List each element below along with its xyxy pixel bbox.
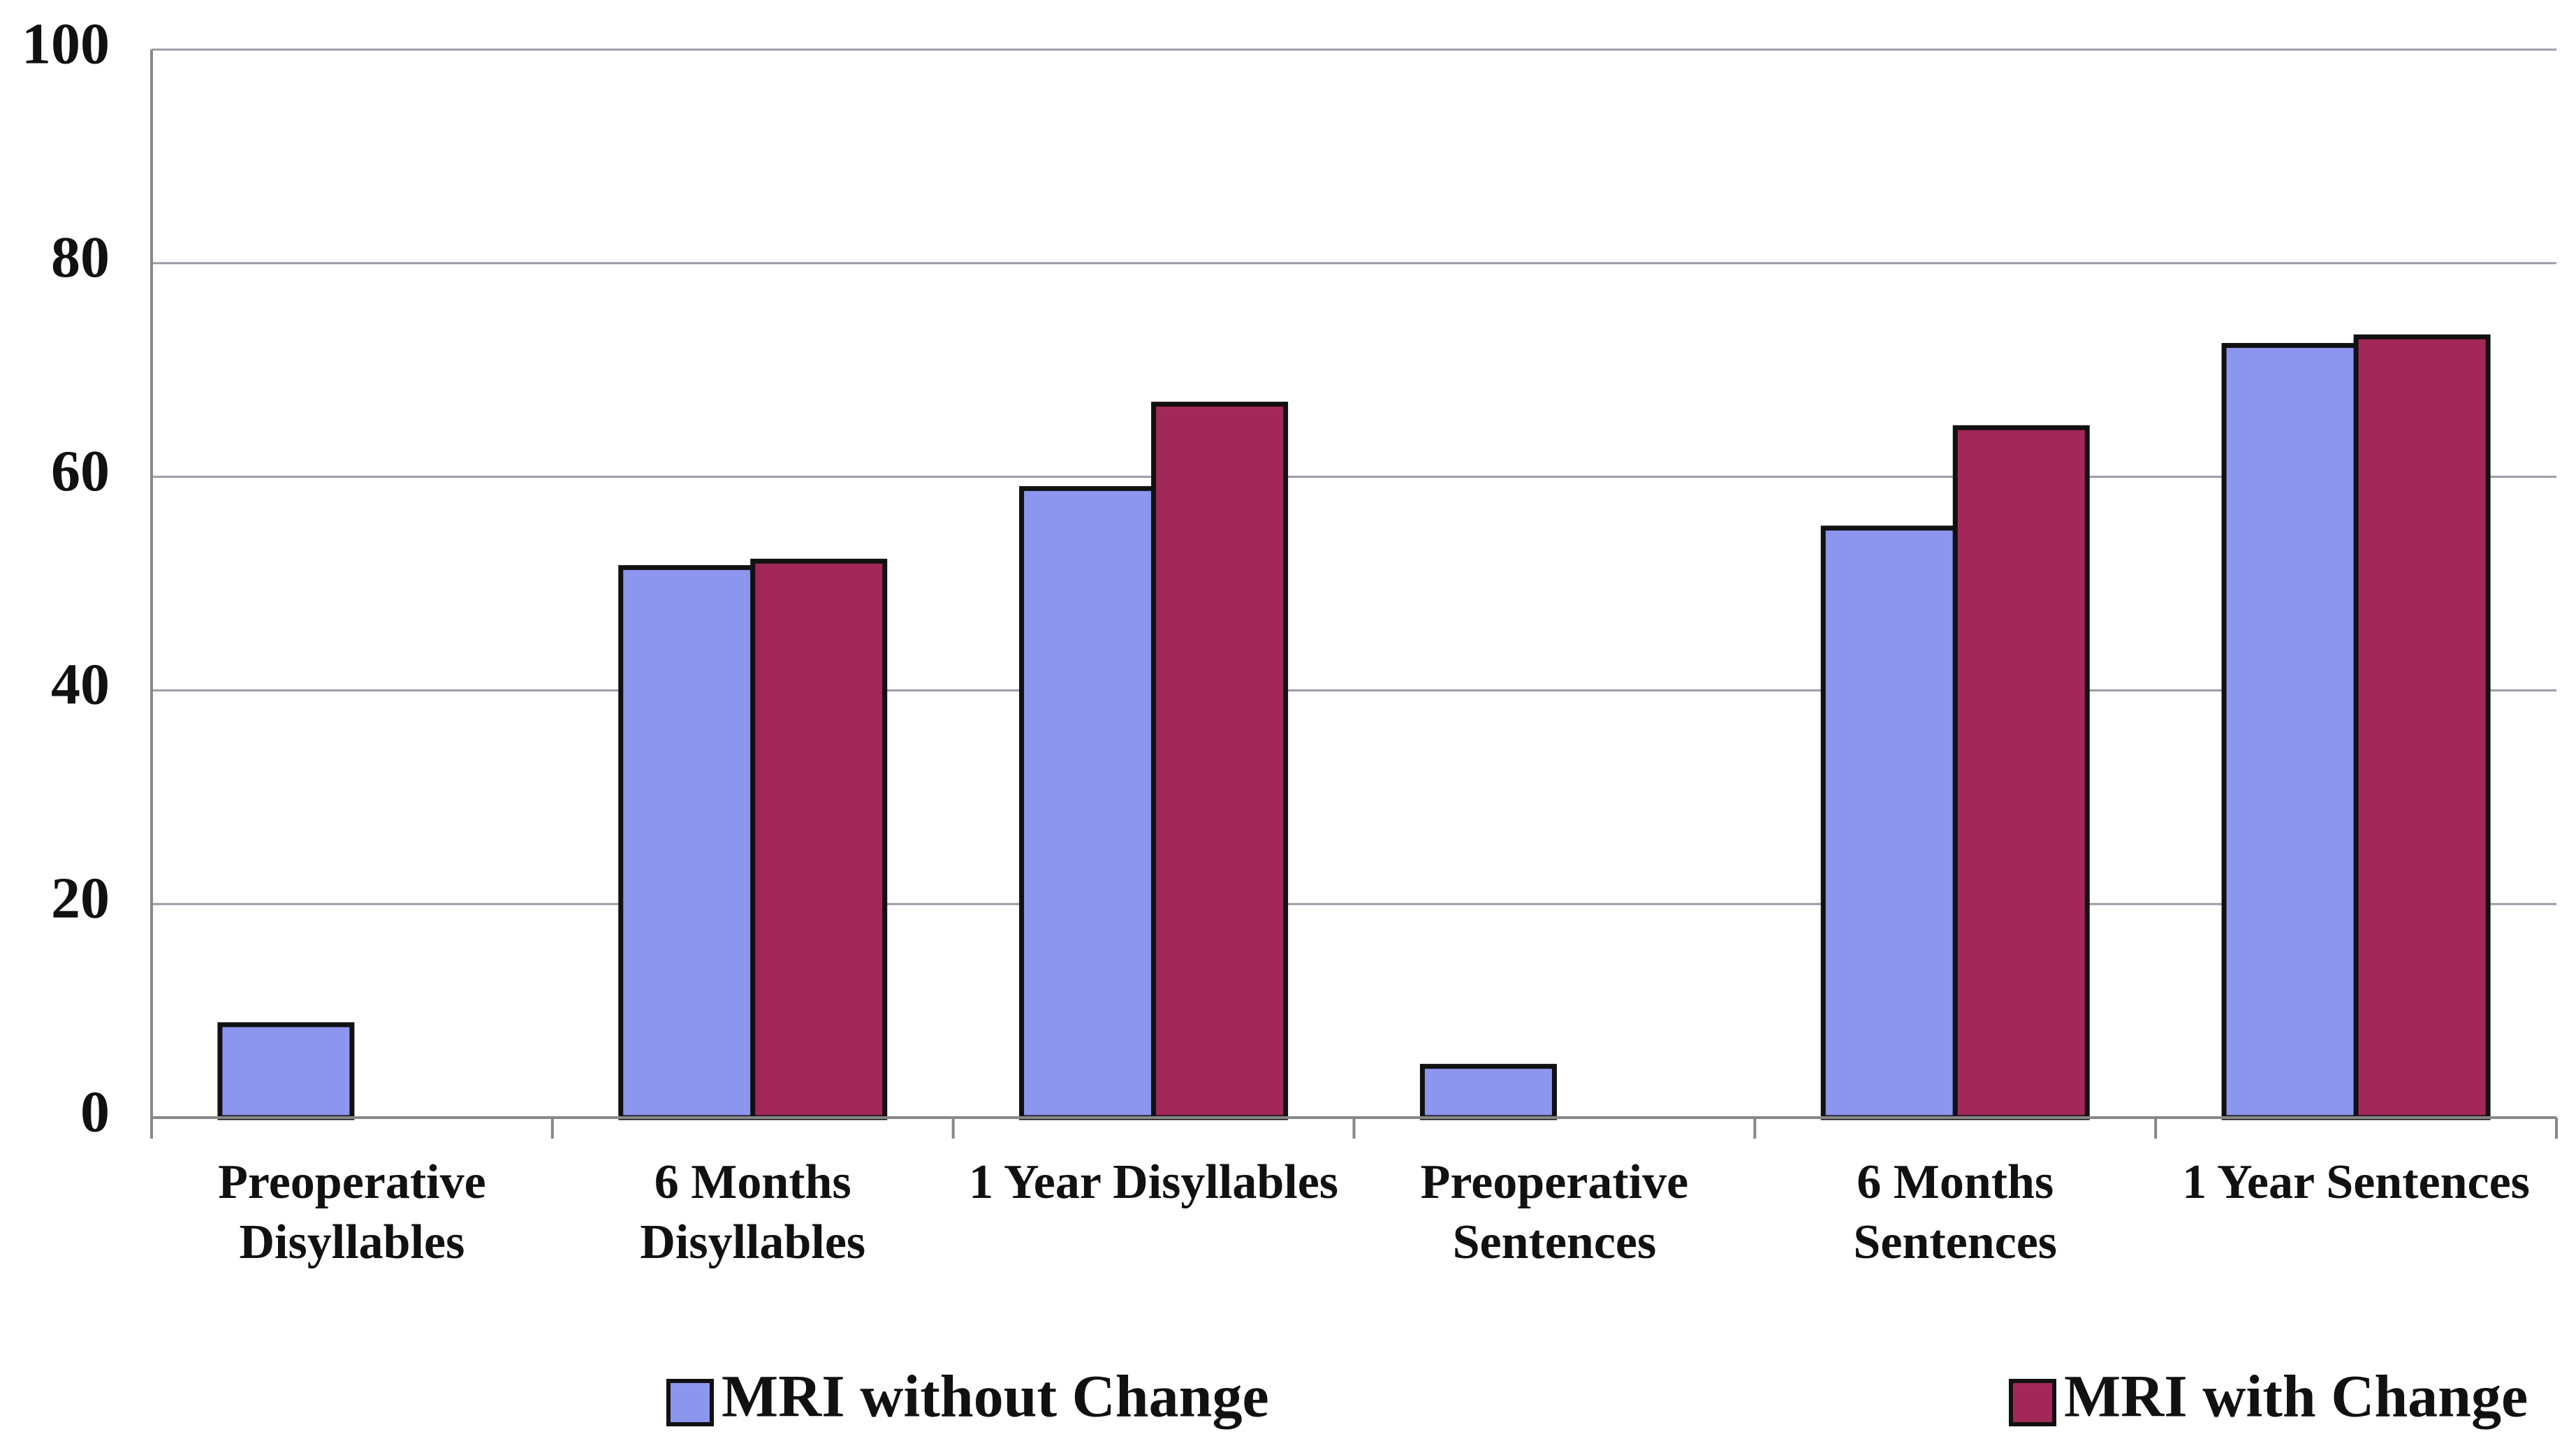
y-tick-label: 80 <box>51 225 110 290</box>
bar <box>1019 485 1157 1120</box>
y-tick-label: 40 <box>51 652 110 717</box>
x-tick-label: 1 Year Disyllables <box>969 1155 1339 1209</box>
bar <box>750 558 888 1120</box>
legend-swatch <box>666 1379 714 1426</box>
bar <box>2221 343 2359 1120</box>
x-tick-label: Preoperative Sentences <box>1420 1155 1689 1269</box>
bar <box>2353 334 2491 1120</box>
x-tick-label: 1 Year Sentences <box>2182 1155 2530 1209</box>
x-tick-label: Preoperative Disyllables <box>218 1155 486 1269</box>
x-tick-label: 6 Months Disyllables <box>640 1155 866 1269</box>
bar <box>618 565 756 1120</box>
y-tick-label: 20 <box>51 865 110 930</box>
y-tick-label: 60 <box>51 439 110 504</box>
legend-label: MRI without Change <box>722 1363 1269 1430</box>
bar <box>1952 425 2090 1120</box>
y-tick-label: 100 <box>22 11 110 76</box>
bar <box>1419 1064 1557 1120</box>
x-tick-label: 6 Months Sentences <box>1853 1155 2058 1269</box>
bar <box>217 1022 355 1120</box>
legend-swatch <box>2009 1379 2056 1426</box>
bar <box>1820 525 1958 1120</box>
legend-label: MRI with Change <box>2064 1363 2528 1430</box>
bar <box>1151 402 1289 1120</box>
y-tick-label: 0 <box>80 1079 110 1144</box>
